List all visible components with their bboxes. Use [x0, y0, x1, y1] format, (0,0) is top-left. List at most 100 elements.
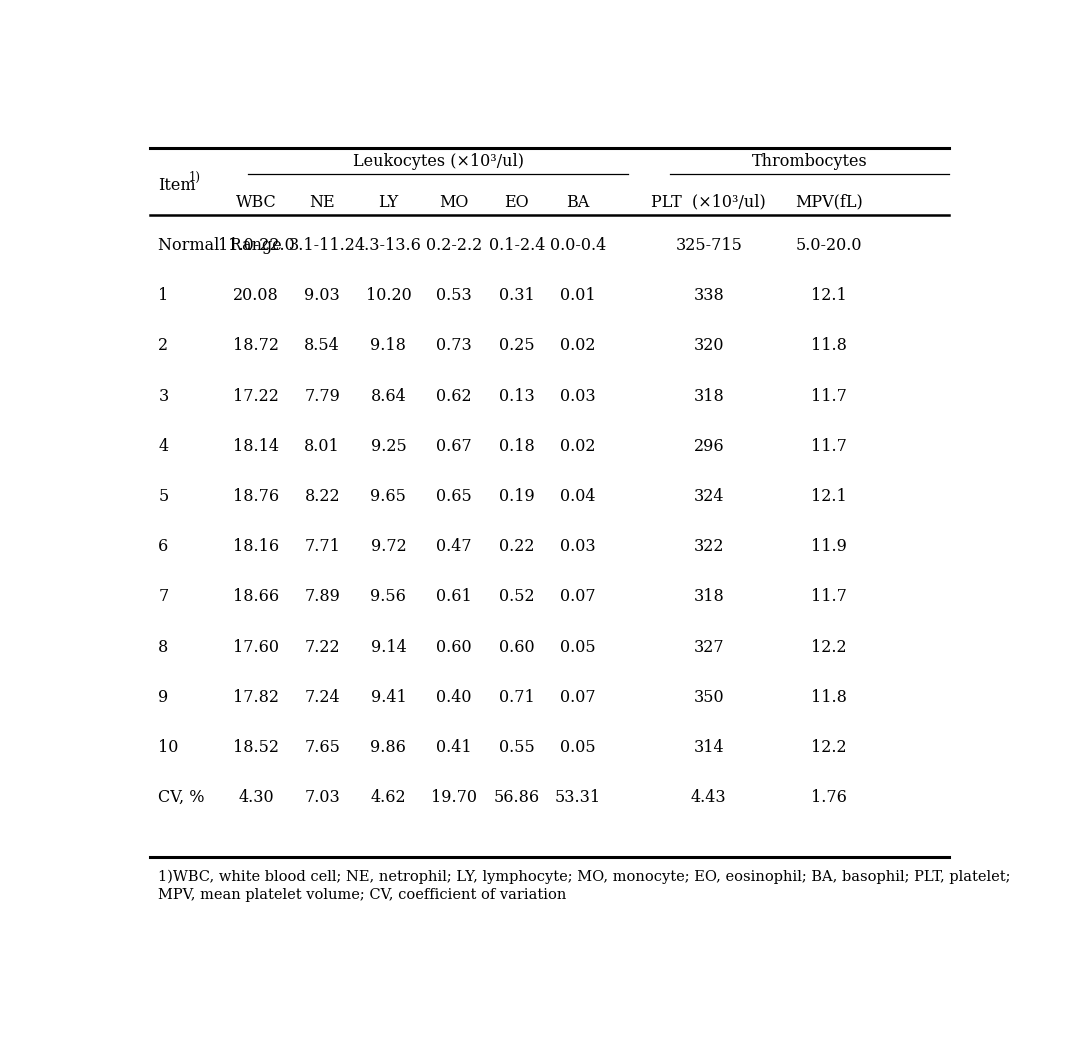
Text: 0.55: 0.55 [499, 739, 535, 756]
Text: 11.8: 11.8 [811, 689, 847, 706]
Text: 9.65: 9.65 [371, 488, 406, 505]
Text: 1.76: 1.76 [811, 790, 847, 807]
Text: 318: 318 [693, 588, 724, 605]
Text: 0.2-2.2: 0.2-2.2 [426, 237, 482, 254]
Text: 9.72: 9.72 [371, 538, 406, 555]
Text: 320: 320 [693, 337, 724, 354]
Text: 0.60: 0.60 [436, 638, 472, 656]
Text: 7.71: 7.71 [304, 538, 340, 555]
Text: 0.02: 0.02 [561, 337, 596, 354]
Text: 0.31: 0.31 [499, 287, 535, 304]
Text: 4.62: 4.62 [371, 790, 406, 807]
Text: 11.9: 11.9 [811, 538, 847, 555]
Text: 0.73: 0.73 [436, 337, 472, 354]
Text: 3.1-11.2: 3.1-11.2 [288, 237, 356, 254]
Text: 7.79: 7.79 [304, 388, 340, 405]
Text: 296: 296 [693, 438, 724, 455]
Text: 11.0-22.0: 11.0-22.0 [218, 237, 295, 254]
Text: Normal  Range: Normal Range [158, 237, 282, 254]
Text: 53.31: 53.31 [555, 790, 601, 807]
Text: 1): 1) [188, 172, 200, 184]
Text: 5.0-20.0: 5.0-20.0 [796, 237, 862, 254]
Text: 0.03: 0.03 [560, 388, 596, 405]
Text: 0.19: 0.19 [499, 488, 535, 505]
Text: 20.08: 20.08 [233, 287, 279, 304]
Text: 56.86: 56.86 [493, 790, 539, 807]
Text: 0.04: 0.04 [561, 488, 596, 505]
Text: 0.07: 0.07 [560, 689, 596, 706]
Text: 0.61: 0.61 [436, 588, 472, 605]
Text: 1)WBC, white blood cell; NE, netrophil; LY, lymphocyte; MO, monocyte; EO, eosino: 1)WBC, white blood cell; NE, netrophil; … [158, 870, 1010, 884]
Text: EO: EO [504, 194, 529, 211]
Text: 325-715: 325-715 [675, 237, 742, 254]
Text: 1: 1 [158, 287, 169, 304]
Text: 0.05: 0.05 [560, 739, 596, 756]
Text: 7.22: 7.22 [304, 638, 340, 656]
Text: 10: 10 [158, 739, 178, 756]
Text: 0.03: 0.03 [560, 538, 596, 555]
Text: 8.64: 8.64 [371, 388, 406, 405]
Text: 7.24: 7.24 [304, 689, 340, 706]
Text: 4.43: 4.43 [691, 790, 726, 807]
Text: MPV(fL): MPV(fL) [795, 194, 863, 211]
Text: 0.25: 0.25 [499, 337, 535, 354]
Text: 4.3-13.6: 4.3-13.6 [355, 237, 422, 254]
Text: 0.53: 0.53 [436, 287, 472, 304]
Text: Item: Item [158, 177, 195, 194]
Text: 11.7: 11.7 [811, 438, 847, 455]
Text: 322: 322 [693, 538, 724, 555]
Text: 2: 2 [158, 337, 169, 354]
Text: LY: LY [378, 194, 398, 211]
Text: 324: 324 [693, 488, 724, 505]
Text: 12.2: 12.2 [811, 638, 847, 656]
Text: 0.47: 0.47 [436, 538, 472, 555]
Text: 0.71: 0.71 [499, 689, 535, 706]
Text: 327: 327 [693, 638, 724, 656]
Text: 3: 3 [158, 388, 169, 405]
Text: 338: 338 [693, 287, 724, 304]
Text: WBC: WBC [236, 194, 277, 211]
Text: 5: 5 [158, 488, 169, 505]
Text: 9.14: 9.14 [371, 638, 406, 656]
Text: 350: 350 [693, 689, 724, 706]
Text: 18.52: 18.52 [233, 739, 279, 756]
Text: CV, %: CV, % [158, 790, 205, 807]
Text: 11.8: 11.8 [811, 337, 847, 354]
Text: 0.67: 0.67 [436, 438, 472, 455]
Text: 9: 9 [158, 689, 169, 706]
Text: 0.62: 0.62 [436, 388, 472, 405]
Text: 0.60: 0.60 [499, 638, 535, 656]
Text: 0.07: 0.07 [560, 588, 596, 605]
Text: 0.22: 0.22 [499, 538, 534, 555]
Text: 4: 4 [158, 438, 169, 455]
Text: 18.72: 18.72 [233, 337, 279, 354]
Text: 0.1-2.4: 0.1-2.4 [488, 237, 545, 254]
Text: 18.76: 18.76 [233, 488, 279, 505]
Text: 0.01: 0.01 [560, 287, 596, 304]
Text: 9.25: 9.25 [371, 438, 406, 455]
Text: 12.2: 12.2 [811, 739, 847, 756]
Text: 17.82: 17.82 [233, 689, 279, 706]
Text: 8: 8 [158, 638, 169, 656]
Text: Leukocytes (×10³/ul): Leukocytes (×10³/ul) [352, 153, 523, 170]
Text: 4.30: 4.30 [238, 790, 273, 807]
Text: 0.13: 0.13 [499, 388, 535, 405]
Text: Thrombocytes: Thrombocytes [752, 153, 867, 170]
Text: 8.22: 8.22 [304, 488, 340, 505]
Text: 11.7: 11.7 [811, 388, 847, 405]
Text: 8.01: 8.01 [304, 438, 340, 455]
Text: 314: 314 [693, 739, 724, 756]
Text: 10.20: 10.20 [365, 287, 411, 304]
Text: 6: 6 [158, 538, 169, 555]
Text: 7.03: 7.03 [304, 790, 340, 807]
Text: 18.14: 18.14 [233, 438, 279, 455]
Text: 11.7: 11.7 [811, 588, 847, 605]
Text: 0.52: 0.52 [499, 588, 535, 605]
Text: MO: MO [439, 194, 469, 211]
Text: 0.05: 0.05 [560, 638, 596, 656]
Text: 9.56: 9.56 [371, 588, 406, 605]
Text: 12.1: 12.1 [811, 488, 847, 505]
Text: NE: NE [310, 194, 335, 211]
Text: 9.18: 9.18 [371, 337, 406, 354]
Text: 8.54: 8.54 [304, 337, 340, 354]
